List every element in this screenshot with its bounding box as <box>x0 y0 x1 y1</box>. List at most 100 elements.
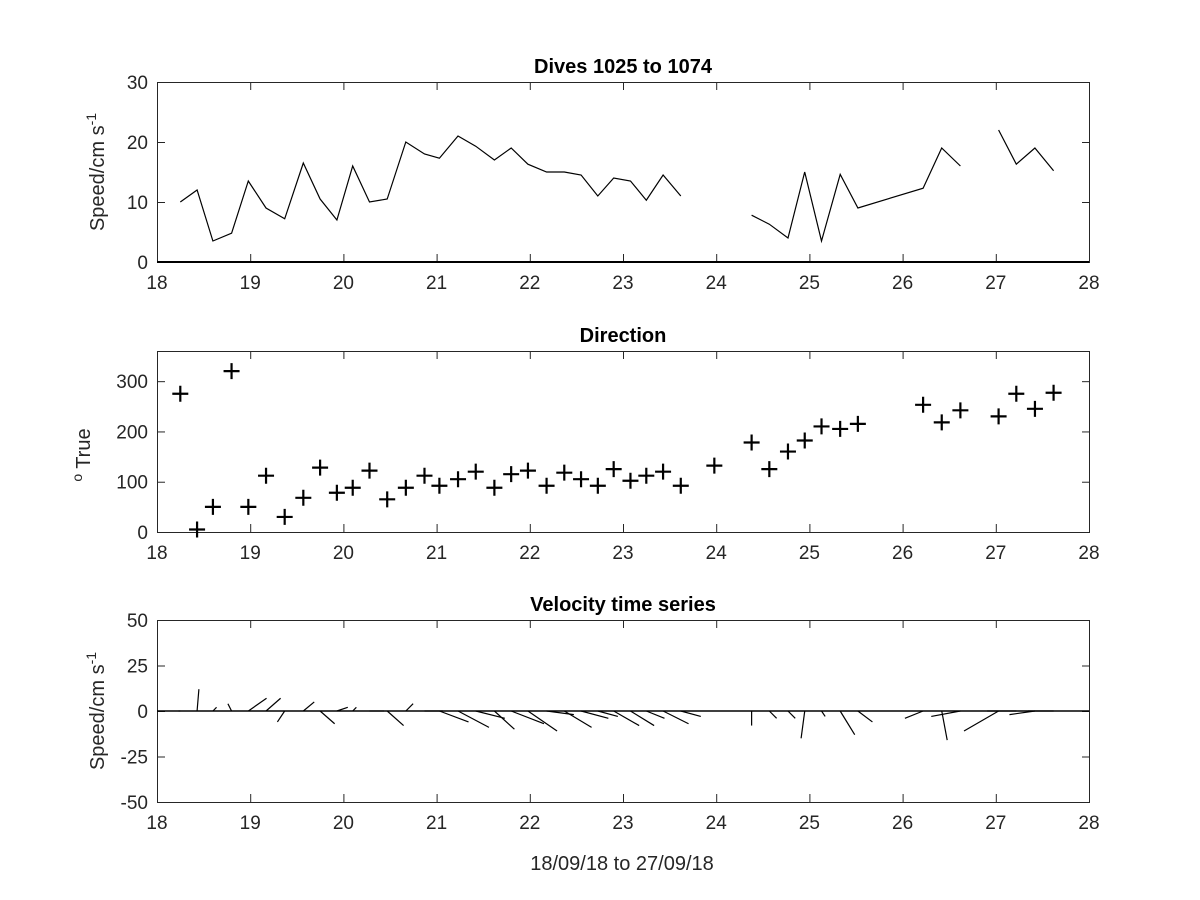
velocity-stick <box>302 701 315 712</box>
velocity-stick <box>265 697 281 712</box>
velocity-stick <box>613 710 640 727</box>
velocity-stick <box>931 710 961 718</box>
velocity-y-tick-label: -25 <box>121 748 148 769</box>
velocity-stick <box>196 689 200 712</box>
velocity-stick <box>510 710 545 725</box>
velocity-stick <box>800 710 806 739</box>
direction-point <box>361 462 378 479</box>
velocity-stick <box>475 710 506 719</box>
velocity-stick <box>821 710 826 717</box>
direction-point <box>915 396 932 413</box>
velocity-chart-title: Velocity time series <box>530 594 716 616</box>
velocity-x-tick-label: 25 <box>799 813 820 834</box>
direction-point <box>503 466 520 483</box>
direction-x-tick-label: 28 <box>1078 543 1099 564</box>
direction-chart-title: Direction <box>580 325 667 347</box>
direction-point <box>706 457 723 474</box>
direction-panel: Direction oTrue 18 19 20 21 22 23 24 25 26 27 28 0 1… <box>69 325 1100 564</box>
velocity-x-tick-label: 21 <box>426 813 447 834</box>
direction-point <box>295 489 312 506</box>
velocity-x-axis-label: 18/09/18 to 27/09/18 <box>530 853 714 875</box>
direction-x-tick-label: 23 <box>612 543 633 564</box>
velocity-stick <box>580 710 609 719</box>
velocity-stick <box>630 710 655 727</box>
direction-point <box>1008 385 1025 402</box>
direction-y-axis-label: oTrue <box>69 428 95 481</box>
speed-series-line <box>998 129 1055 172</box>
direction-x-tick-label: 22 <box>519 543 540 564</box>
direction-point <box>1026 400 1043 417</box>
velocity-panel: Velocity time series Speed/cm s-1 18/09/… <box>83 594 1100 875</box>
direction-x-tick-label: 21 <box>426 543 447 564</box>
speed-y-tick-label: 30 <box>127 73 148 94</box>
direction-point <box>467 463 484 480</box>
direction-y-tick-label: 200 <box>116 422 148 443</box>
velocity-x-tick-label: 23 <box>612 813 633 834</box>
direction-point <box>638 467 655 484</box>
velocity-stick <box>319 710 336 725</box>
velocity-y-tick-label: 50 <box>127 611 148 632</box>
direction-x-tick-label: 20 <box>333 543 354 564</box>
direction-x-tick-label: 25 <box>799 543 820 564</box>
direction-point <box>397 479 414 496</box>
speed-x-tick-label: 19 <box>240 273 261 294</box>
speed-y-axis-label: Speed/cm s-1 <box>83 113 109 231</box>
direction-y-tick-label: 300 <box>116 372 148 393</box>
velocity-stick <box>963 710 999 732</box>
direction-point <box>204 498 221 515</box>
velocity-stick <box>276 710 286 723</box>
direction-point <box>672 477 689 494</box>
velocity-x-tick-label: 28 <box>1078 813 1099 834</box>
velocity-stick <box>439 710 469 723</box>
direction-point <box>379 491 396 508</box>
velocity-stick <box>941 710 948 741</box>
direction-point <box>556 464 573 481</box>
speed-series-line <box>179 135 682 242</box>
direction-point <box>933 414 950 431</box>
direction-point <box>240 498 257 515</box>
speed-x-tick-label: 28 <box>1078 273 1099 294</box>
speed-chart-title: Dives 1025 to 1074 <box>534 56 713 78</box>
direction-point <box>761 461 778 478</box>
direction-point <box>416 467 433 484</box>
direction-x-tick-label: 27 <box>985 543 1006 564</box>
velocity-x-tick-label: 20 <box>333 813 354 834</box>
direction-point <box>1045 384 1062 401</box>
velocity-stick <box>646 710 665 719</box>
direction-point <box>344 479 361 496</box>
direction-point <box>813 418 830 435</box>
direction-point <box>743 434 760 451</box>
direction-point <box>172 385 189 402</box>
speed-y-tick-label: 20 <box>127 133 148 154</box>
speed-series-line <box>751 146 961 244</box>
velocity-stick <box>247 697 267 712</box>
speed-x-tick-label: 21 <box>426 273 447 294</box>
direction-point <box>450 471 467 488</box>
direction-point <box>832 420 849 437</box>
velocity-stick <box>336 706 348 712</box>
direction-point <box>952 402 969 419</box>
velocity-stick <box>662 710 689 725</box>
velocity-x-tick-label: 24 <box>706 813 728 834</box>
velocity-y-tick-label: 25 <box>127 657 148 678</box>
velocity-x-tick-label: 27 <box>985 813 1006 834</box>
velocity-stick <box>405 703 414 712</box>
velocity-stick <box>563 710 592 728</box>
velocity-y-tick-label: 0 <box>137 702 148 723</box>
speed-x-tick-label: 26 <box>892 273 913 294</box>
direction-point <box>655 463 672 480</box>
speed-x-tick-label: 18 <box>146 273 167 294</box>
direction-point <box>622 472 639 489</box>
velocity-y-tick-label: -50 <box>121 793 148 814</box>
velocity-stick <box>787 710 796 719</box>
direction-point <box>990 408 1007 425</box>
direction-y-tick-label: 0 <box>137 523 148 544</box>
velocity-stick <box>212 706 217 712</box>
velocity-stick <box>527 710 558 732</box>
speed-x-tick-label: 23 <box>612 273 633 294</box>
velocity-stick <box>904 710 924 719</box>
direction-y-tick-label: 100 <box>116 473 148 494</box>
direction-x-tick-label: 24 <box>706 543 728 564</box>
direction-point <box>328 484 345 501</box>
